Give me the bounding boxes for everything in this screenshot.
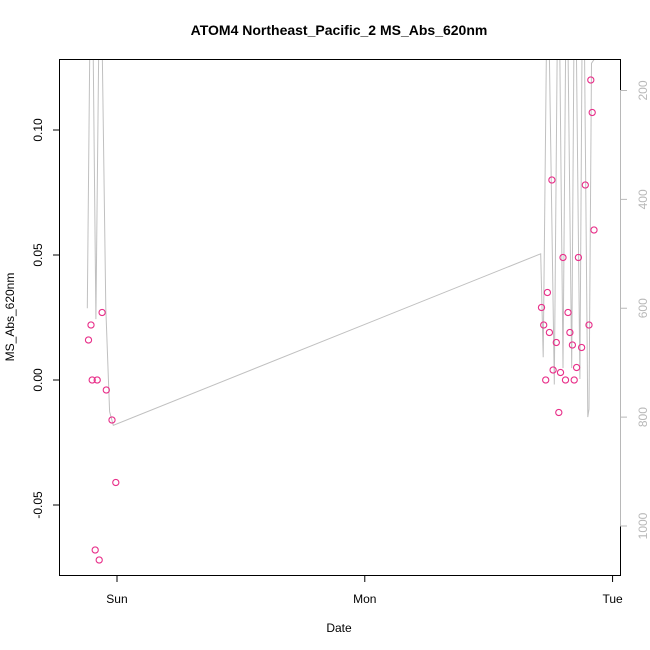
series-layer bbox=[84, 60, 598, 564]
data-point bbox=[581, 181, 589, 189]
data-point bbox=[548, 176, 556, 184]
data-point bbox=[590, 226, 598, 234]
right-tick-label: 600 bbox=[636, 298, 650, 318]
data-point bbox=[93, 376, 101, 384]
x-axis: Sun Mon Tue bbox=[106, 575, 623, 606]
data-point bbox=[572, 363, 581, 372]
data-point bbox=[570, 376, 578, 384]
data-point bbox=[542, 376, 550, 384]
right-tick-label: 1000 bbox=[636, 512, 650, 539]
x-axis-label: Date bbox=[326, 621, 352, 635]
data-point bbox=[108, 416, 116, 424]
right-tick-label: 400 bbox=[636, 189, 650, 209]
data-point bbox=[87, 321, 95, 329]
data-point bbox=[564, 308, 572, 317]
data-point bbox=[84, 336, 93, 344]
x-tick-label: Mon bbox=[353, 592, 376, 606]
x-tick-label: Tue bbox=[602, 592, 623, 606]
y-axis: -0.05 0.00 0.05 0.10 bbox=[31, 118, 60, 519]
y-tick-label: -0.05 bbox=[31, 491, 45, 519]
data-point bbox=[98, 308, 106, 317]
data-point bbox=[549, 366, 557, 374]
data-point bbox=[552, 338, 560, 347]
data-point bbox=[543, 288, 552, 297]
data-point bbox=[95, 556, 103, 564]
data-point bbox=[88, 376, 96, 384]
data-point bbox=[577, 343, 586, 352]
y-axis-label: MS_Abs_620nm bbox=[3, 273, 17, 362]
data-point bbox=[112, 478, 120, 487]
data-point bbox=[588, 108, 596, 117]
data-point bbox=[574, 253, 583, 262]
data-point bbox=[587, 76, 595, 84]
data-point bbox=[561, 376, 570, 384]
right-tick-label: 800 bbox=[636, 407, 650, 427]
data-point bbox=[566, 328, 574, 337]
data-point bbox=[102, 386, 110, 394]
y-tick-label: 0.05 bbox=[31, 243, 45, 267]
data-point bbox=[555, 408, 563, 417]
data-point bbox=[585, 321, 593, 329]
x-tick-label: Sun bbox=[106, 592, 127, 606]
data-point bbox=[568, 341, 577, 349]
right-axis: 200 400 600 800 1000 bbox=[620, 80, 650, 539]
right-tick-label: 200 bbox=[636, 80, 650, 100]
y-tick-label: 0.00 bbox=[31, 368, 45, 392]
data-point bbox=[545, 328, 554, 337]
y-tick-label: 0.10 bbox=[31, 118, 45, 142]
depth-line bbox=[86, 60, 595, 426]
data-point bbox=[556, 368, 565, 377]
plot-area bbox=[59, 59, 621, 576]
data-point bbox=[559, 253, 567, 262]
data-point bbox=[91, 546, 99, 554]
data-point bbox=[537, 303, 546, 312]
chart-title: ATOM4 Northeast_Pacific_2 MS_Abs_620nm bbox=[191, 22, 488, 38]
data-point bbox=[540, 321, 548, 329]
